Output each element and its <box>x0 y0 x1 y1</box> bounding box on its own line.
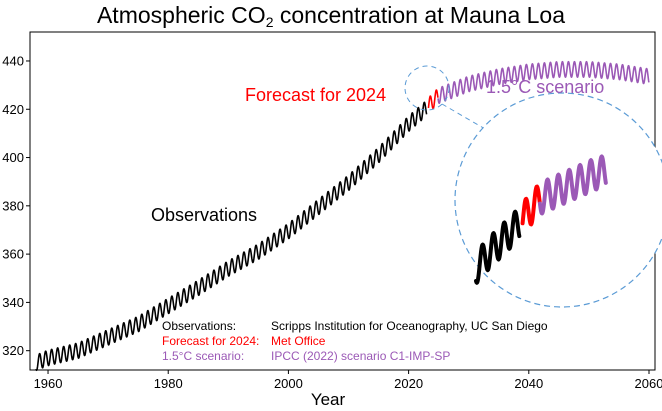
x-tick-label: 2040 <box>514 376 543 391</box>
credit-forecast-source: Met Office <box>271 334 326 348</box>
credit-observations-source: Scripps Institution for Oceanography, UC… <box>271 319 548 333</box>
annotation-observations: Observations <box>151 205 257 225</box>
zoom-inset <box>404 65 662 308</box>
x-tick-label: 1980 <box>154 376 183 391</box>
annotation-forecast: Forecast for 2024 <box>245 85 386 105</box>
zoom-source-circle <box>404 65 450 111</box>
series-forecast-2024 <box>427 89 439 110</box>
zoom-series-observations <box>474 209 522 285</box>
credit-observations-label: Observations: <box>162 319 236 333</box>
y-tick-label: 340 <box>2 295 24 310</box>
series-observations <box>35 101 428 372</box>
series-1p5c-scenario <box>437 60 650 104</box>
zoom-series-forecast-2024 <box>520 184 542 227</box>
x-axis-label: Year <box>311 390 346 409</box>
chart-title: Atmospheric CO2 concentration at Mauna L… <box>96 2 566 30</box>
y-tick-label: 420 <box>2 102 24 117</box>
x-tick-label: 2020 <box>394 376 423 391</box>
annotation-scenario: 1.5°C scenario <box>486 77 604 97</box>
credit-scenario-label: 1.5°C scenario: <box>162 349 244 363</box>
y-tick-label: 400 <box>2 150 24 165</box>
x-tick-label: 1960 <box>34 376 63 391</box>
y-tick-label: 360 <box>2 247 24 262</box>
series-lines <box>35 60 650 372</box>
y-tick-label: 380 <box>2 198 24 213</box>
credit-forecast-label: Forecast for 2024: <box>162 334 259 348</box>
credit-scenario-source: IPCC (2022) scenario C1-IMP-SP <box>271 349 450 363</box>
zoom-inset-circle <box>454 92 662 308</box>
x-axis-ticks: 1960 1980 2000 2020 2040 2060 <box>34 370 662 391</box>
x-tick-label: 2000 <box>274 376 303 391</box>
zoom-connector-upper <box>441 103 488 131</box>
credits: Observations: Scripps Institution for Oc… <box>162 319 548 363</box>
y-tick-label: 320 <box>2 343 24 358</box>
y-tick-label: 440 <box>2 53 24 68</box>
y-axis-ticks: 320 340 360 380 400 420 440 <box>2 53 30 358</box>
zoom-series-1p5c-scenario <box>537 154 608 216</box>
x-tick-label: 2060 <box>635 376 662 391</box>
